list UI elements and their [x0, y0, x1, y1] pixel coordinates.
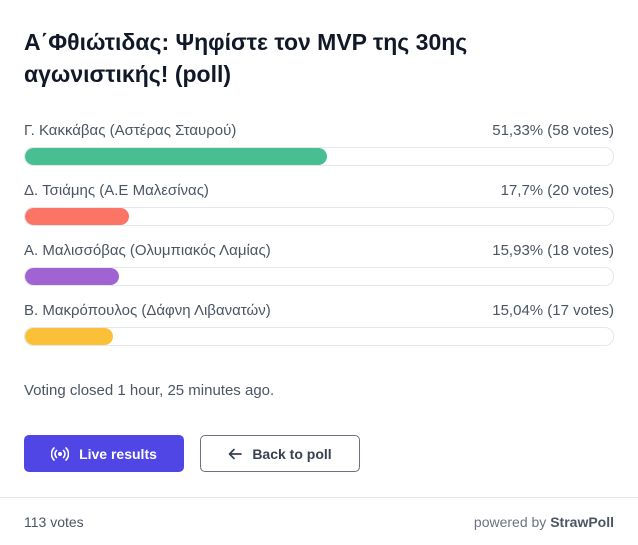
option-result: 15,04% (17 votes): [492, 302, 614, 319]
back-to-poll-button[interactable]: Back to poll: [200, 435, 360, 472]
option-label: Β. Μακρόπουλος (Δάφνη Λιβανατών): [24, 302, 271, 319]
progress-bar: [25, 328, 114, 345]
progress-track: [24, 327, 614, 346]
back-icon: [228, 448, 243, 459]
divider: [0, 497, 638, 498]
live-results-button[interactable]: Live results: [24, 435, 184, 472]
powered-text: powered by: [473, 514, 547, 530]
progress-track: [24, 147, 614, 166]
progress-track: [24, 207, 614, 226]
progress-bar: [25, 208, 130, 225]
progress-track: [24, 267, 614, 286]
option-label: Α. Μαλισσόβας (Ολυμπιακός Λαμίας): [24, 242, 271, 259]
option-label: Γ. Κακκάβας (Αστέρας Σταυρού): [24, 122, 237, 139]
back-to-poll-label: Back to poll: [252, 445, 332, 462]
progress-bar: [25, 148, 327, 165]
progress-bar: [25, 268, 119, 285]
option-result: 51,33% (58 votes): [492, 122, 614, 139]
poll-title: Α΄Φθιώτιδας: Ψηφίστε τον MVP της 30ης αγ…: [24, 29, 468, 87]
status: Voting closed 1 hour, 25 minutes ago.: [24, 382, 275, 399]
option-label: Δ. Τσιάμης (Α.Ε Μαλεσίνας): [24, 182, 209, 199]
option-result: 17,7% (20 votes): [500, 182, 614, 199]
powered-by: powered by StrawPoll: [474, 514, 614, 530]
live-results-label: Live results: [79, 445, 157, 462]
option-result: 15,93% (18 votes): [492, 242, 614, 259]
total-votes: 113 votes: [24, 514, 84, 530]
live-icon: [51, 446, 70, 461]
brand: StrawPoll: [550, 514, 614, 530]
